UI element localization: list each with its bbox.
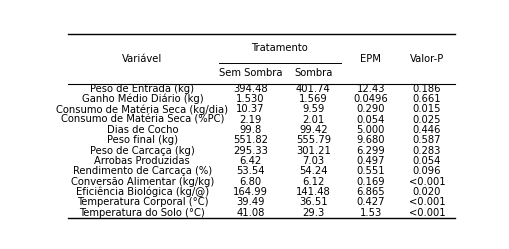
Text: Conversão Alimentar (kg/kg): Conversão Alimentar (kg/kg) [71, 177, 214, 187]
Text: 99.8: 99.8 [239, 125, 261, 135]
Text: 1.530: 1.530 [236, 94, 264, 104]
Text: 41.08: 41.08 [236, 208, 264, 218]
Text: 555.79: 555.79 [295, 135, 330, 145]
Text: 0.587: 0.587 [412, 135, 440, 145]
Text: 0.290: 0.290 [356, 104, 384, 114]
Text: 5.000: 5.000 [356, 125, 384, 135]
Text: Temperatura Corporal (°C): Temperatura Corporal (°C) [76, 197, 208, 207]
Text: 0.0496: 0.0496 [353, 94, 387, 104]
Text: 0.025: 0.025 [412, 115, 440, 125]
Text: 9.680: 9.680 [356, 135, 384, 145]
Text: 7.03: 7.03 [302, 156, 324, 166]
Text: 1.569: 1.569 [298, 94, 327, 104]
Text: EPM: EPM [359, 54, 380, 64]
Text: 6.80: 6.80 [239, 177, 261, 187]
Text: 6.299: 6.299 [356, 146, 384, 156]
Text: Consumo de Matéria Seca (kg/dia): Consumo de Matéria Seca (kg/dia) [56, 104, 228, 115]
Text: 39.49: 39.49 [236, 197, 264, 207]
Text: 53.54: 53.54 [236, 166, 264, 176]
Text: Dias de Cocho: Dias de Cocho [106, 125, 178, 135]
Text: 0.283: 0.283 [412, 146, 440, 156]
Text: 164.99: 164.99 [233, 187, 268, 197]
Text: Eficiência Biológica (kg/@): Eficiência Biológica (kg/@) [76, 187, 209, 197]
Text: 141.48: 141.48 [295, 187, 330, 197]
Text: 301.21: 301.21 [295, 146, 330, 156]
Text: 10.37: 10.37 [236, 104, 264, 114]
Text: Valor-P: Valor-P [409, 54, 443, 64]
Text: 0.020: 0.020 [412, 187, 440, 197]
Text: 551.82: 551.82 [233, 135, 268, 145]
Text: 0.497: 0.497 [356, 156, 384, 166]
Text: Sem Sombra: Sem Sombra [218, 67, 282, 77]
Text: 1.53: 1.53 [359, 208, 381, 218]
Text: 2.01: 2.01 [302, 115, 324, 125]
Text: 0.054: 0.054 [356, 115, 384, 125]
Text: 12.43: 12.43 [356, 84, 384, 94]
Text: Peso final (kg): Peso final (kg) [107, 135, 178, 145]
Text: Arrobas Produzidas: Arrobas Produzidas [94, 156, 190, 166]
Text: <0.001: <0.001 [408, 208, 444, 218]
Text: Ganho Médio Diário (kg): Ganho Médio Diário (kg) [81, 94, 203, 104]
Text: Consumo de Matéria Seca (%PC): Consumo de Matéria Seca (%PC) [61, 115, 223, 125]
Text: 0.169: 0.169 [356, 177, 384, 187]
Text: 0.096: 0.096 [412, 166, 440, 176]
Text: Sombra: Sombra [294, 67, 332, 77]
Text: 9.59: 9.59 [301, 104, 324, 114]
Text: 99.42: 99.42 [298, 125, 327, 135]
Text: 6.42: 6.42 [239, 156, 261, 166]
Text: 0.186: 0.186 [412, 84, 440, 94]
Text: 36.51: 36.51 [298, 197, 327, 207]
Text: 394.48: 394.48 [233, 84, 267, 94]
Text: <0.001: <0.001 [408, 197, 444, 207]
Text: 0.446: 0.446 [412, 125, 440, 135]
Text: 0.661: 0.661 [412, 94, 440, 104]
Text: 401.74: 401.74 [295, 84, 330, 94]
Text: 0.427: 0.427 [356, 197, 384, 207]
Text: Tratamento: Tratamento [251, 43, 307, 53]
Text: Peso de Carcaça (kg): Peso de Carcaça (kg) [90, 146, 194, 156]
Text: Rendimento de Carcaça (%): Rendimento de Carcaça (%) [73, 166, 212, 176]
Text: 0.054: 0.054 [412, 156, 440, 166]
Text: 6.12: 6.12 [301, 177, 324, 187]
Text: Variável: Variável [122, 54, 162, 64]
Text: 0.015: 0.015 [412, 104, 440, 114]
Text: <0.001: <0.001 [408, 177, 444, 187]
Text: Temperatura do Solo (°C): Temperatura do Solo (°C) [79, 208, 205, 218]
Text: 6.865: 6.865 [356, 187, 384, 197]
Text: 0.551: 0.551 [356, 166, 384, 176]
Text: 295.33: 295.33 [233, 146, 267, 156]
Text: 29.3: 29.3 [302, 208, 324, 218]
Text: Peso de Entrada (kg): Peso de Entrada (kg) [90, 84, 194, 94]
Text: 54.24: 54.24 [298, 166, 327, 176]
Text: 2.19: 2.19 [239, 115, 261, 125]
